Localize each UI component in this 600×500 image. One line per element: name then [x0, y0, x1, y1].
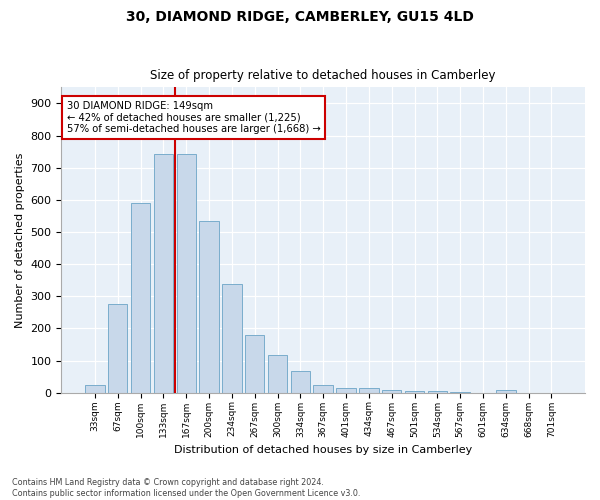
Title: Size of property relative to detached houses in Camberley: Size of property relative to detached ho… [151, 69, 496, 82]
Bar [199, 220, 219, 392]
Bar [337, 388, 356, 392]
X-axis label: Distribution of detached houses by size in Camberley: Distribution of detached houses by size … [174, 445, 472, 455]
Bar [290, 371, 310, 392]
Bar [496, 390, 515, 392]
Text: 30, DIAMOND RIDGE, CAMBERLEY, GU15 4LD: 30, DIAMOND RIDGE, CAMBERLEY, GU15 4LD [126, 10, 474, 24]
Bar [176, 154, 196, 392]
Bar [359, 388, 379, 392]
Text: 30 DIAMOND RIDGE: 149sqm
← 42% of detached houses are smaller (1,225)
57% of sem: 30 DIAMOND RIDGE: 149sqm ← 42% of detach… [67, 101, 320, 134]
Bar [222, 284, 242, 393]
Bar [245, 336, 265, 392]
Y-axis label: Number of detached properties: Number of detached properties [15, 152, 25, 328]
Bar [313, 384, 333, 392]
Bar [382, 390, 401, 392]
Bar [85, 384, 104, 392]
Bar [131, 203, 150, 392]
Bar [428, 391, 447, 392]
Bar [154, 154, 173, 392]
Bar [108, 304, 127, 392]
Bar [268, 354, 287, 393]
Text: Contains HM Land Registry data © Crown copyright and database right 2024.
Contai: Contains HM Land Registry data © Crown c… [12, 478, 361, 498]
Bar [405, 391, 424, 392]
